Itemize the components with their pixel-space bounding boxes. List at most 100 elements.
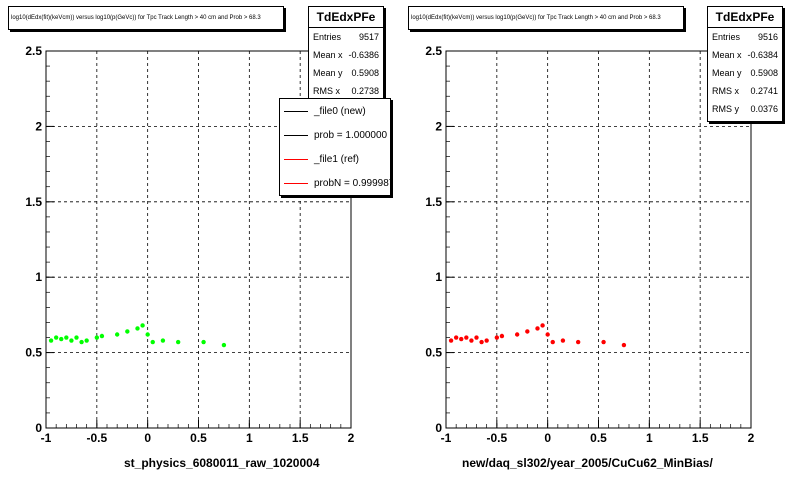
data-point [484,338,489,343]
data-point [514,332,520,337]
data-point [621,342,627,348]
stats-value: 9517 [358,32,379,42]
y-tick-label: 2.5 [425,44,442,58]
stats-value: 0.0376 [750,104,778,114]
y-tick-label: 2.5 [25,44,42,58]
legend-label: prob = 1.000000 [314,129,388,141]
data-point [69,338,74,343]
legend-label: probN = 0.999987 [314,177,391,189]
data-point [459,336,464,342]
x-tick-label: 0.5 [190,431,207,445]
stats-value: 0.5908 [351,68,379,78]
right-stats-row: Entries 9516 [708,28,782,46]
stats-value: 0.2741 [750,86,778,96]
legend-entry: _file1 (ref) [280,147,390,171]
data-point [64,335,69,340]
data-point [221,342,227,348]
y-tick-label: 0.5 [25,346,42,360]
data-point [74,335,79,340]
stats-value: 9516 [757,32,778,42]
left-panel: -1 -0.5 0 0.5 1 1.5 2 0 0.5 1 1.5 2 2.5 log10(dEdx(f… [8,6,391,470]
stats-value: -0.6384 [747,50,778,60]
legend-line [284,110,308,112]
data-point [150,339,155,345]
x-tick-label: 0.5 [590,431,607,445]
legend-entry: prob = 1.000000 [280,123,390,147]
legend-box: _file0 (new) prob = 1.000000 _file1 (ref… [279,98,391,196]
data-point [601,339,606,345]
data-point [525,329,530,334]
data-point [145,332,150,337]
y-tick-label: 1 [435,270,442,284]
data-point [474,335,479,340]
data-point [545,332,550,337]
data-point [79,339,84,345]
x-tick-label: 2 [348,431,355,445]
legend-line [284,134,308,136]
x-tick-label: -0.5 [486,431,507,445]
left-plot-title: log10(dEdx(fit)(keVcm)) versus log10(p(G… [8,6,284,30]
data-point [48,338,54,343]
y-tick-label: 0.5 [425,346,442,360]
data-point [469,338,474,343]
right-panel: -1 -0.5 0 0.5 1 1.5 2 0 0.5 1 1.5 2 2.5 log10(dEdx(f… [400,0,800,480]
y-tick-label: 2 [435,119,442,133]
data-point [125,329,130,334]
data-point [550,339,555,345]
x-tick-label: 1 [246,431,253,445]
right-stats-row: Mean y 0.5908 [708,64,782,82]
left-stats-row: Mean y 0.5908 [309,64,383,82]
x-tick-label: 0 [544,431,551,445]
right-plot: -1 -0.5 0 0.5 1 1.5 2 0 0.5 1 1.5 2 2.5 [425,44,755,445]
x-tick-label: -1 [41,431,52,445]
data-point [175,339,181,345]
data-point [53,335,59,340]
data-point [575,339,581,345]
data-point [453,335,459,340]
data-point [94,335,100,340]
right-x-axis-title: new/daq_sl302/year_2005/CuCu62_MinBias/ [462,456,713,470]
legend-label: _file1 (ref) [314,153,360,165]
right-stats-box: TdEdxPFe Entries 9516 Mean x -0.6384 Mean … [707,6,783,122]
legend-entry: probN = 0.999987 [280,171,390,195]
left-x-axis-title: st_physics_6080011_raw_1020004 [124,456,320,470]
y-tick-label: 0 [35,421,42,435]
data-point [535,326,540,331]
data-point [479,339,484,345]
data-point [448,338,454,343]
x-tick-label: 2 [748,431,755,445]
stats-label: RMS x [313,86,340,96]
data-point [114,332,120,337]
data-point [494,335,500,340]
stats-label: RMS y [712,104,739,114]
stats-value: -0.6386 [348,50,379,60]
data-point [540,323,545,328]
left-stats-name: TdEdxPFe [309,7,383,28]
right-stats-name: TdEdxPFe [708,7,782,28]
left-stats-row: Entries 9517 [309,28,383,46]
left-plot: -1 -0.5 0 0.5 1 1.5 2 0 0.5 1 1.5 2 2.5 [25,44,355,445]
stats-value: 0.2738 [351,86,379,96]
stats-label: Mean y [712,68,742,78]
data-point [84,338,89,343]
stats-label: Entries [712,32,741,42]
x-tick-label: 0 [144,431,151,445]
data-point [499,333,505,339]
legend-entry: _file0 (new) [280,99,390,123]
legend-line [284,158,308,160]
stats-label: Mean x [712,50,742,60]
left-stats-row: Mean x -0.6386 [309,46,383,64]
data-point [160,338,166,343]
y-tick-label: 1 [35,270,42,284]
data-point [59,336,64,342]
x-tick-label: -1 [441,431,452,445]
right-stats-row: RMS y 0.0376 [708,100,782,118]
stats-label: RMS x [712,86,739,96]
right-plot-title: log10(dEdx(fit)(keVcm)) versus log10(p(G… [408,6,684,30]
data-point [560,338,566,343]
y-tick-label: 0 [435,421,442,435]
right-stats-row: RMS x 0.2741 [708,82,782,100]
data-point [464,335,469,340]
x-tick-label: 1.5 [692,431,709,445]
data-point [99,333,105,339]
